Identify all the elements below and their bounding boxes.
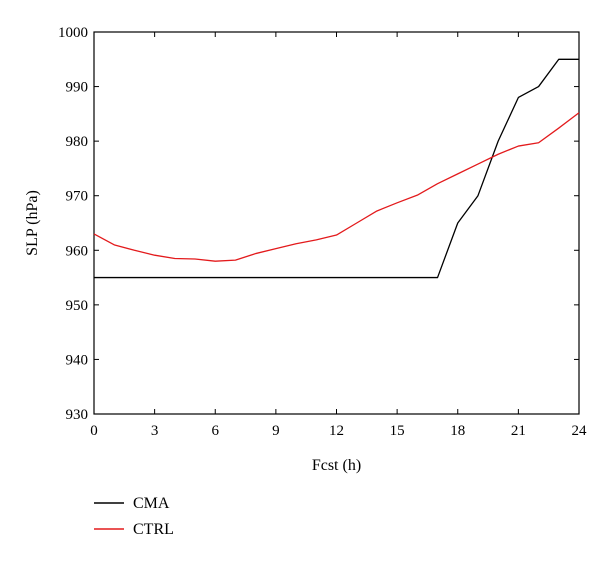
series-layer (93, 58, 580, 279)
x-tick-label: 18 (450, 423, 465, 439)
x-tick-label: 3 (151, 423, 159, 439)
legend: CMA CTRL (94, 495, 174, 538)
series-line-cma (94, 58, 579, 279)
x-tick-label: 6 (212, 423, 220, 439)
x-tick-label: 12 (329, 423, 344, 439)
y-tick-label: 990 (66, 80, 89, 96)
y-tick-label: 960 (66, 243, 89, 259)
x-tick-label: 21 (511, 423, 526, 439)
y-tick-label: 970 (66, 189, 89, 205)
series-line-ctrl (93, 112, 580, 262)
legend-label-ctrl: CTRL (133, 521, 174, 538)
x-axis-ticks: 0 3 6 9 12 15 18 21 24 (90, 32, 587, 439)
y-tick-label: 930 (66, 407, 89, 423)
y-tick-label: 1000 (58, 25, 88, 41)
x-axis-title: Fcst (h) (312, 457, 361, 474)
x-tick-label: 9 (272, 423, 280, 439)
y-tick-label: 950 (66, 298, 89, 314)
y-tick-label: 940 (66, 352, 89, 368)
y-tick-label: 980 (66, 134, 89, 150)
plot-frame (93, 31, 580, 415)
x-tick-label: 0 (90, 423, 98, 439)
x-tick-label: 24 (572, 423, 588, 439)
y-axis-ticks: 930 940 950 960 970 980 990 1000 (58, 25, 579, 423)
legend-label-cma: CMA (133, 495, 170, 512)
x-tick-label: 15 (390, 423, 405, 439)
y-axis-title: SLP (hPa) (24, 190, 41, 256)
plot-border (93, 31, 580, 415)
